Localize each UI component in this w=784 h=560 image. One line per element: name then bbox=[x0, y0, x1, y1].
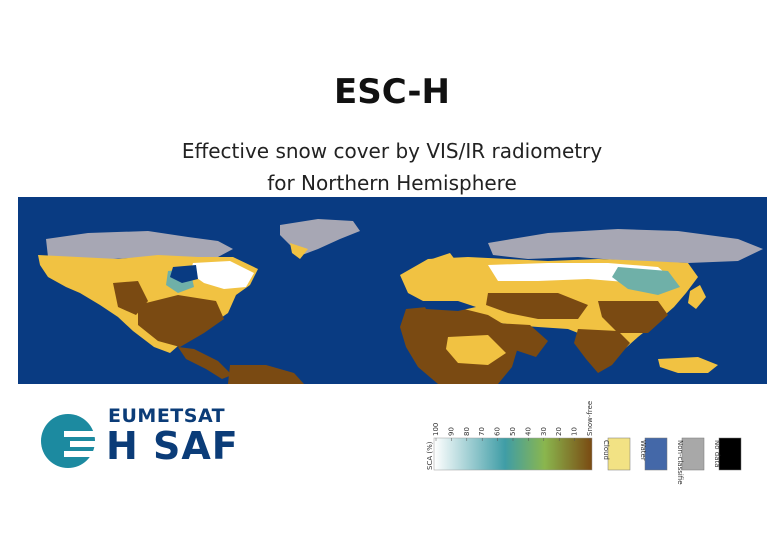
north-america-snow-free bbox=[138, 295, 224, 347]
scandinavia bbox=[426, 253, 462, 283]
central-america bbox=[178, 347, 232, 379]
canada-snow bbox=[190, 261, 254, 289]
logo-product-text: H SAF bbox=[106, 424, 239, 468]
legend-class-label: No data bbox=[713, 440, 721, 468]
logo-org-text: EUMETSAT bbox=[108, 405, 226, 427]
legend-class-label: Cloud bbox=[602, 440, 610, 460]
legend-class-swatch bbox=[644, 437, 668, 471]
mediterranean bbox=[422, 301, 476, 311]
arabia bbox=[494, 323, 548, 357]
map-legend: SCA (%) 100 90 80 70 60 50 40 30 20 10 Snow-free C… bbox=[420, 400, 750, 489]
africa-cloud bbox=[446, 335, 506, 365]
japan bbox=[688, 285, 706, 309]
greenland-south-tip bbox=[290, 243, 308, 259]
legend-tick-label: 20 bbox=[555, 427, 563, 436]
subtitle-line-1: Effective snow cover by VIS/IR radiometr… bbox=[181, 139, 603, 163]
south-america bbox=[228, 365, 304, 384]
hsaf-logo: EUMETSAT H SAF bbox=[40, 405, 240, 475]
legend-class-label: Non-classified bbox=[676, 440, 684, 485]
sca-gradient-bar bbox=[433, 437, 593, 471]
eumetsat-globe-icon bbox=[41, 414, 100, 468]
page-title: ESC-H bbox=[333, 72, 450, 112]
legend-tick-label: 70 bbox=[478, 427, 486, 436]
hudson-bay bbox=[170, 265, 198, 283]
legend-tick-label: Snow-free bbox=[586, 401, 594, 436]
india bbox=[574, 329, 630, 373]
subtitle-line-2: for Northern Hemisphere bbox=[267, 171, 517, 195]
siberia-snow-partial bbox=[612, 267, 680, 295]
legend-tick-label: 80 bbox=[463, 427, 471, 436]
central-asia-snow-free bbox=[486, 293, 588, 319]
legend-tick-label: 40 bbox=[524, 427, 532, 436]
legend-tick-label: 30 bbox=[540, 427, 548, 436]
legend-tick-label: 60 bbox=[494, 427, 502, 436]
canada-arctic-ice bbox=[46, 231, 233, 259]
legend-tick-label: 100 bbox=[432, 423, 440, 436]
legend-tick-label: 10 bbox=[571, 427, 579, 436]
snow-cover-map bbox=[18, 197, 767, 384]
legend-class-swatch bbox=[607, 437, 631, 471]
legend-class-swatch bbox=[681, 437, 705, 471]
legend-class-swatch bbox=[718, 437, 742, 471]
legend-class-label: Water bbox=[639, 440, 647, 461]
indonesia bbox=[658, 357, 718, 373]
china-snow-free bbox=[598, 301, 668, 333]
siberia-arctic-ice bbox=[488, 229, 763, 263]
greenland bbox=[280, 219, 360, 255]
legend-tick-label: 50 bbox=[509, 427, 517, 436]
legend-tick-label: 90 bbox=[447, 427, 455, 436]
rockies-snow-free bbox=[113, 281, 148, 315]
legend-axis-label: SCA (%) bbox=[426, 441, 434, 470]
